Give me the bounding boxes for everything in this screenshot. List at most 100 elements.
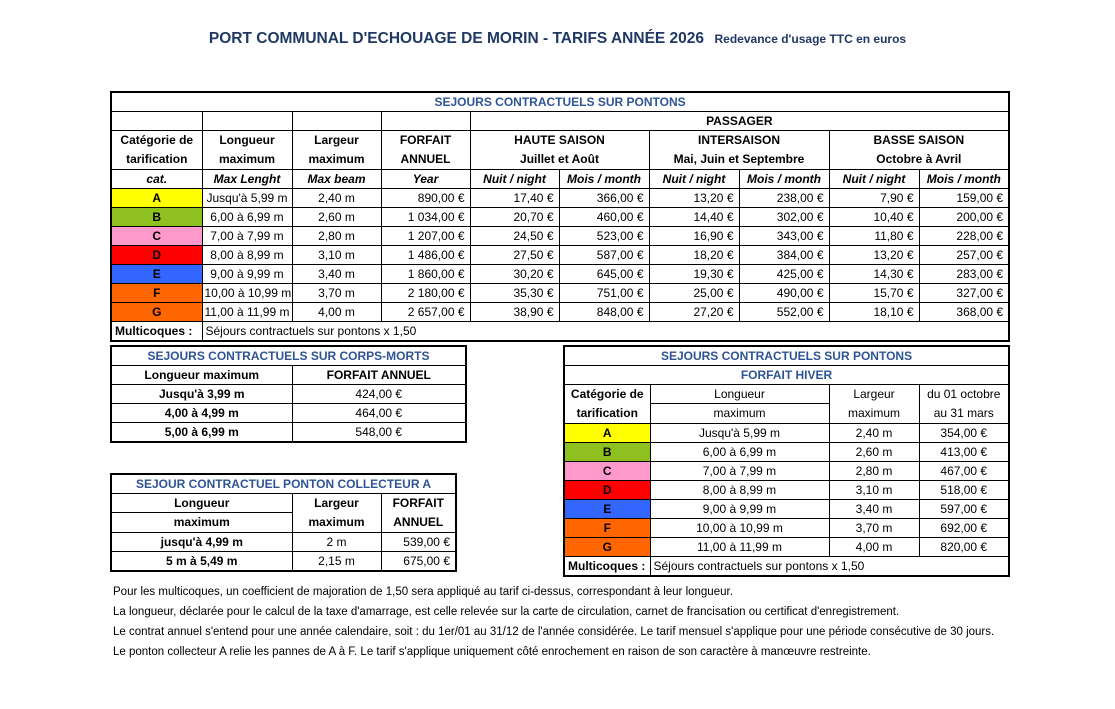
value-cell: 413,00 € xyxy=(918,442,1010,462)
value-cell: 848,00 € xyxy=(558,302,650,322)
header-row-english: cat. Max Lenght Max beam Year Nuit / nig… xyxy=(110,169,1010,189)
header-largeur: Largeur maximum xyxy=(828,384,920,424)
category-cell: B xyxy=(563,442,651,462)
value-cell: jusqu'à 4,99 m xyxy=(110,532,293,552)
value-cell: 467,00 € xyxy=(918,461,1010,481)
table-row: 5 m à 5,49 m 2,15 m 675,00 € xyxy=(110,551,457,572)
multicoques-row: Multicoques : Séjours contractuels sur p… xyxy=(110,321,1010,342)
value-cell: 1 034,00 € xyxy=(380,207,471,227)
value-cell: 464,00 € xyxy=(291,403,467,423)
value-cell: 38,90 € xyxy=(469,302,560,322)
header-row: Catégorie de tarification Longueur maxim… xyxy=(563,384,1010,424)
header-nuit: Nuit / night xyxy=(828,169,920,189)
value-cell: Jusqu'à 5,99 m xyxy=(201,188,293,208)
footnote: Pour les multicoques, un coefficient de … xyxy=(113,586,733,598)
value-cell: Jusqu'à 3,99 m xyxy=(110,384,293,404)
category-cell: E xyxy=(110,264,203,284)
header-longueur: Longueur maximum xyxy=(201,130,293,170)
value-cell: 11,80 € xyxy=(828,226,920,246)
value-cell: 25,00 € xyxy=(648,283,740,303)
collecteur-table: SEJOUR CONTRACTUEL PONTON COLLECTEUR A L… xyxy=(110,473,457,572)
value-cell: 283,00 € xyxy=(918,264,1010,284)
value-cell: 18,10 € xyxy=(828,302,920,322)
value-cell: 1 486,00 € xyxy=(380,245,471,265)
category-cell: D xyxy=(563,480,651,500)
category-cell: E xyxy=(563,499,651,519)
category-cell: G xyxy=(110,302,203,322)
value-cell: 24,50 € xyxy=(469,226,560,246)
value-cell: 354,00 € xyxy=(918,423,1010,443)
value-cell: 6,00 à 6,99 m xyxy=(201,207,293,227)
page-title: PORT COMMUNAL D'ECHOUAGE DE MORIN - TARI… xyxy=(0,30,1115,48)
header-basse-saison: BASSE SAISON Octobre à Avril xyxy=(828,130,1010,170)
header-forfait: FORFAIT ANNUEL xyxy=(380,493,457,533)
value-cell: 424,00 € xyxy=(291,384,467,404)
value-cell: 9,00 à 9,99 m xyxy=(201,264,293,284)
value-cell: 518,00 € xyxy=(918,480,1010,500)
corps-morts-title: SEJOURS CONTRACTUELS SUR CORPS-MORTS xyxy=(110,345,467,366)
multicoques-text: Séjours contractuels sur pontons x 1,50 xyxy=(649,556,1010,577)
footnote: Le ponton collecteur A relie les pannes … xyxy=(113,646,871,658)
empty-cell xyxy=(291,111,382,131)
header-haute-saison: HAUTE SAISON Juillet et Août xyxy=(469,130,650,170)
header-largeur: Largeur maximum xyxy=(291,130,382,170)
header-longueur: Longueur maximum xyxy=(649,384,830,424)
value-cell: 8,00 à 8,99 m xyxy=(201,245,293,265)
header-nuit: Nuit / night xyxy=(469,169,560,189)
hiver-table: SEJOURS CONTRACTUELS SUR PONTONS FORFAIT… xyxy=(563,345,1011,577)
value-cell: 2,15 m xyxy=(291,551,382,572)
value-cell: 675,00 € xyxy=(380,551,457,572)
value-cell: 3,70 m xyxy=(291,283,382,303)
value-cell: 645,00 € xyxy=(558,264,650,284)
value-cell: 159,00 € xyxy=(918,188,1010,208)
header-row: Catégorie de tarification Longueur maxim… xyxy=(110,130,1010,170)
value-cell: 587,00 € xyxy=(558,245,650,265)
hiver-table-title: SEJOURS CONTRACTUELS SUR PONTONS xyxy=(563,345,1010,366)
table-subtitle-row: FORFAIT HIVER xyxy=(563,365,1010,385)
table-row: A Jusqu'à 5,99 m 2,40 m 354,00 € xyxy=(563,423,1010,443)
value-cell: 2 657,00 € xyxy=(380,302,471,322)
passager-header: PASSAGER xyxy=(469,111,1010,131)
value-cell: 8,00 à 8,99 m xyxy=(649,480,830,500)
table-row: E 9,00 à 9,99 m 3,40 m 597,00 € xyxy=(563,499,1010,519)
value-cell: 4,00 à 4,99 m xyxy=(110,403,293,423)
value-cell: 13,20 € xyxy=(828,245,920,265)
corps-morts-table: SEJOURS CONTRACTUELS SUR CORPS-MORTS Lon… xyxy=(110,345,467,443)
value-cell: 20,70 € xyxy=(469,207,560,227)
header-row: Longueur maximum Largeur maximum FORFAIT… xyxy=(110,493,457,533)
value-cell: 7,00 à 7,99 m xyxy=(201,226,293,246)
value-cell: 228,00 € xyxy=(918,226,1010,246)
value-cell: 9,00 à 9,99 m xyxy=(649,499,830,519)
value-cell: 3,10 m xyxy=(828,480,920,500)
value-cell: 2,80 m xyxy=(291,226,382,246)
value-cell: 3,70 m xyxy=(828,518,920,538)
value-cell: 4,00 m xyxy=(828,537,920,557)
value-cell: 3,40 m xyxy=(828,499,920,519)
header-year-en: Year xyxy=(380,169,471,189)
value-cell: 15,70 € xyxy=(828,283,920,303)
value-cell: 2,80 m xyxy=(828,461,920,481)
header-categorie: Catégorie de tarification xyxy=(563,384,651,424)
value-cell: 2,60 m xyxy=(828,442,920,462)
pontons-table-title: SEJOURS CONTRACTUELS SUR PONTONS xyxy=(110,91,1010,112)
header-cat-en: cat. xyxy=(110,169,203,189)
table-row: G 11,00 à 11,99 m 4,00 m 820,00 € xyxy=(563,537,1010,557)
header-longueur: Longueur maximum xyxy=(110,493,293,533)
footnote: La longueur, déclarée pour le calcul de … xyxy=(113,606,900,618)
category-cell: G xyxy=(563,537,651,557)
value-cell: 1 860,00 € xyxy=(380,264,471,284)
value-cell: 200,00 € xyxy=(918,207,1010,227)
header-forfait: FORFAIT ANNUEL xyxy=(380,130,471,170)
value-cell: 597,00 € xyxy=(918,499,1010,519)
value-cell: 692,00 € xyxy=(918,518,1010,538)
value-cell: 548,00 € xyxy=(291,422,467,443)
value-cell: 3,40 m xyxy=(291,264,382,284)
value-cell: 10,00 à 10,99 m xyxy=(649,518,830,538)
table-row: 4,00 à 4,99 m 464,00 € xyxy=(110,403,467,423)
header-mois: Mois / month xyxy=(918,169,1010,189)
collecteur-title: SEJOUR CONTRACTUEL PONTON COLLECTEUR A xyxy=(110,473,457,494)
